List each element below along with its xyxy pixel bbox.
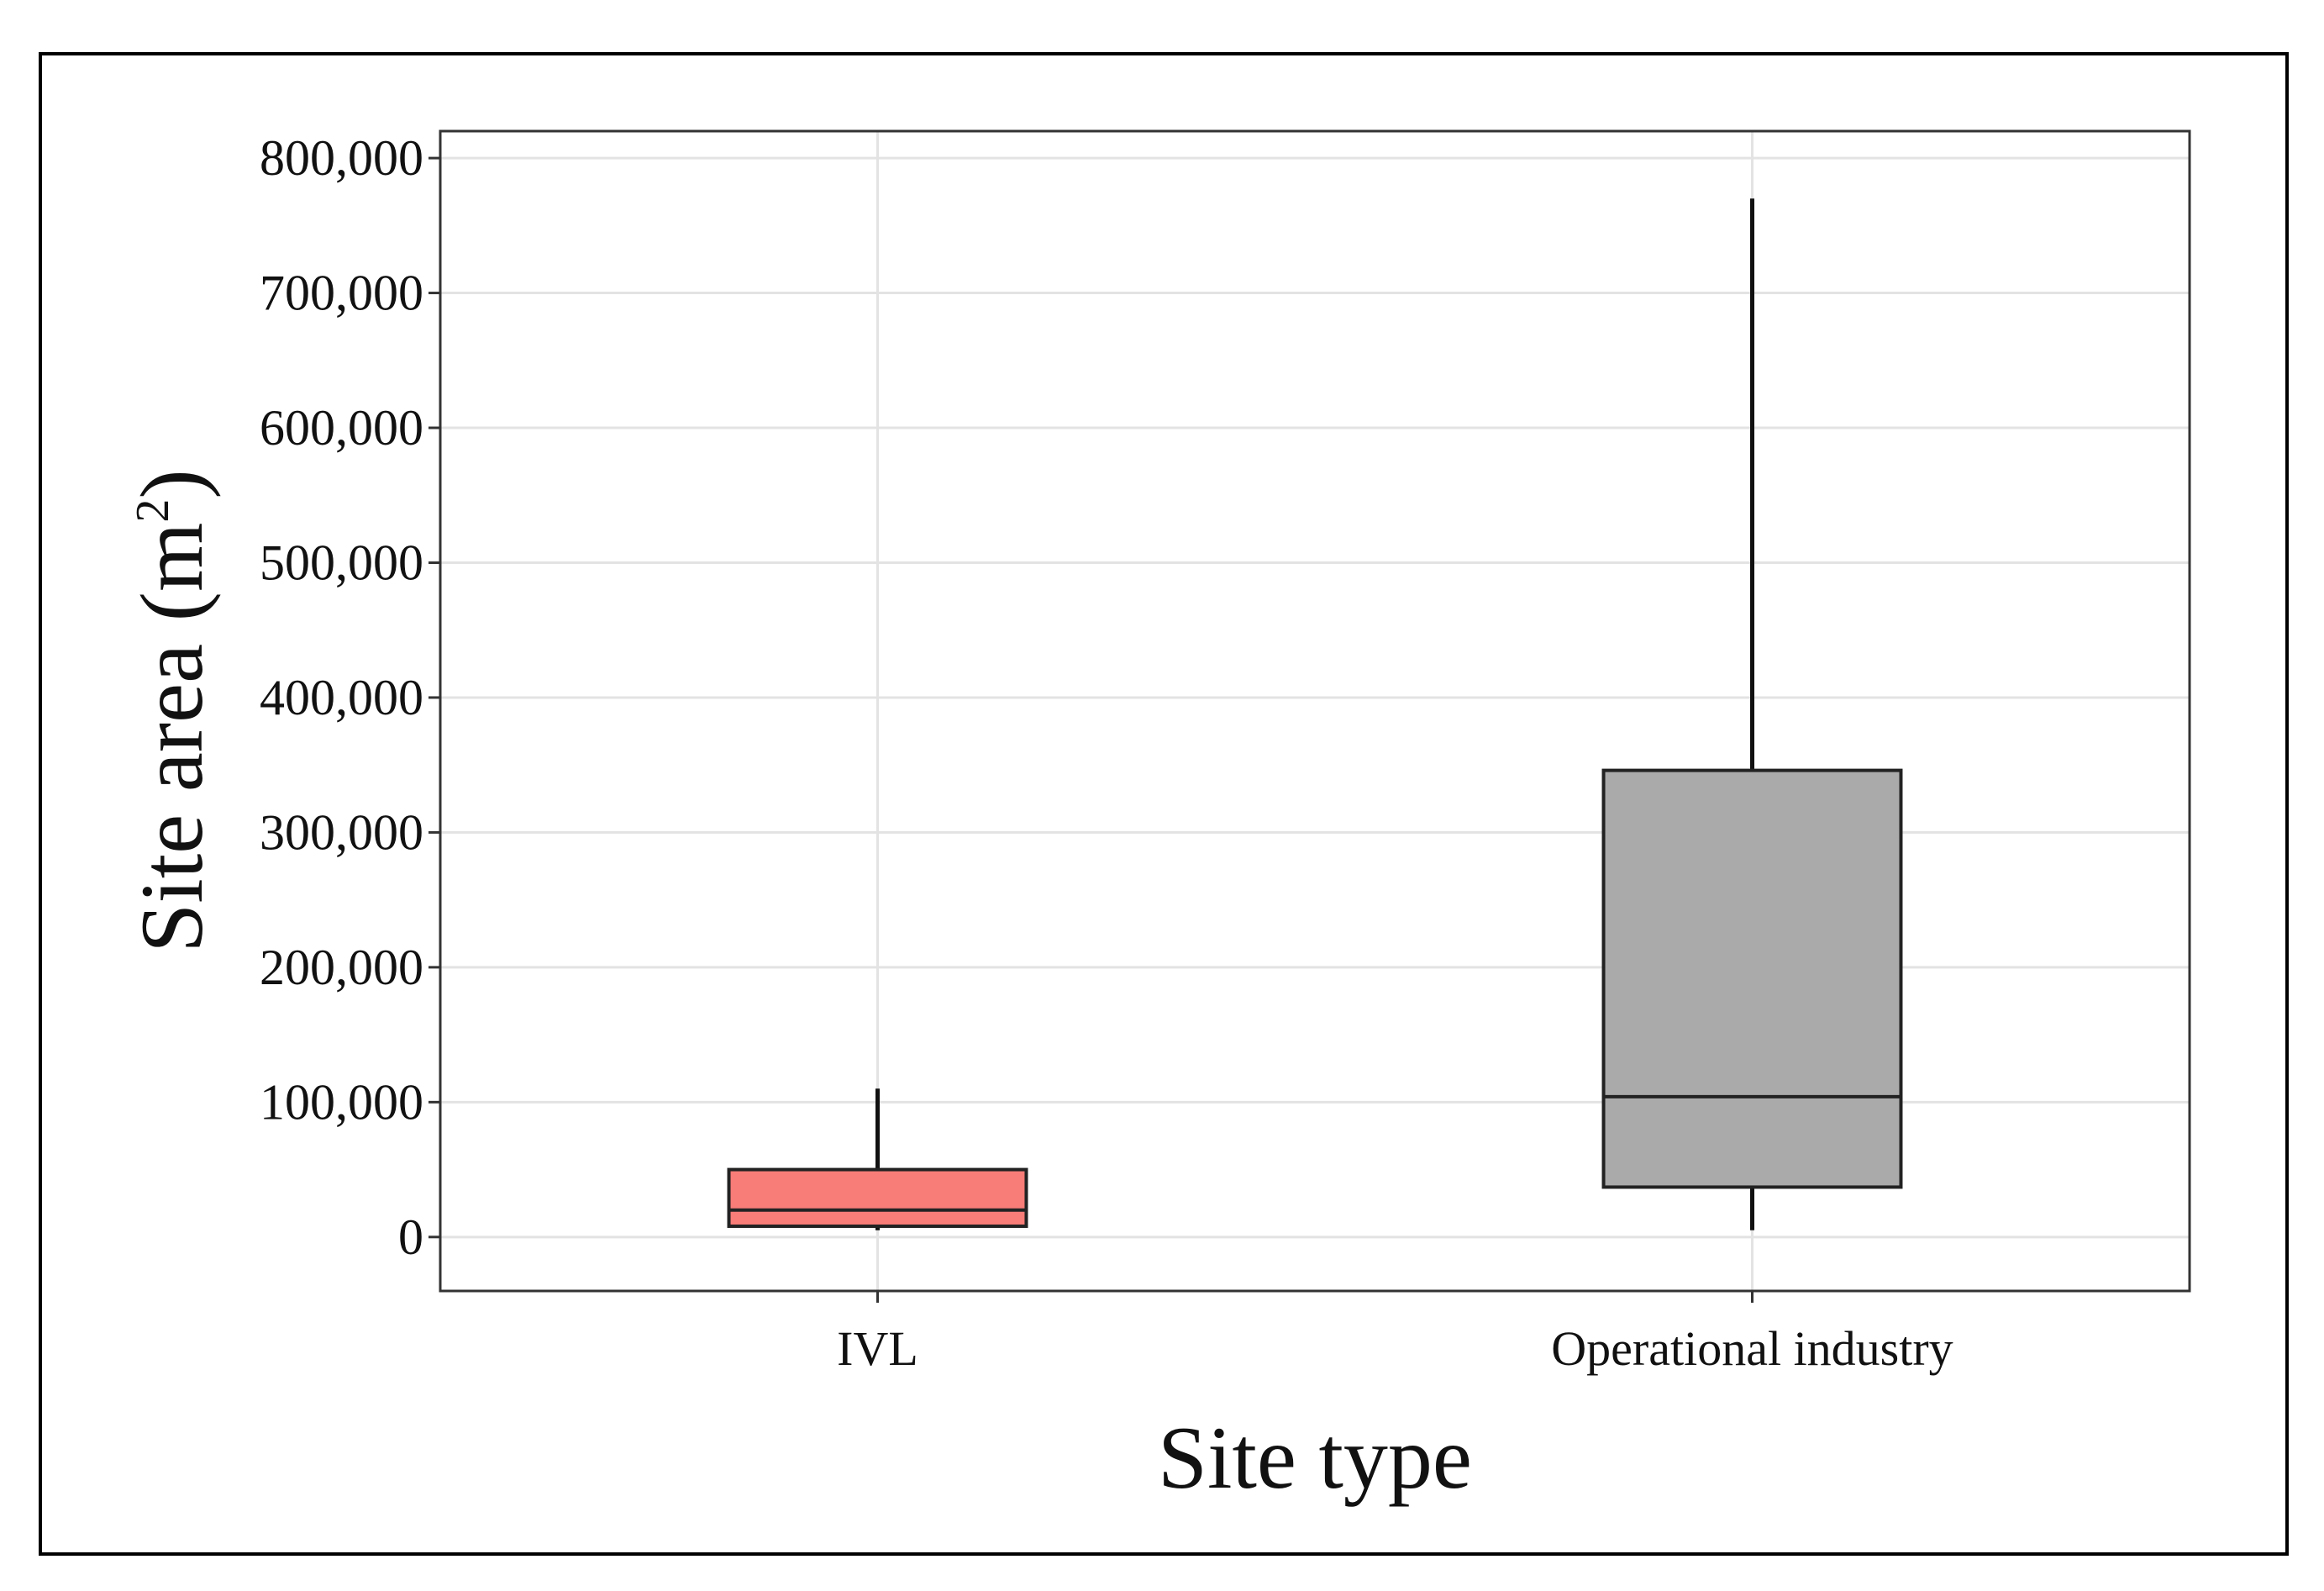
y-axis-title-base: Site area (m: [123, 523, 221, 953]
box-iqr: [727, 1167, 1028, 1228]
y-tick-label: 100,000: [260, 1074, 423, 1130]
y-axis-title-superscript: 2: [127, 499, 179, 523]
y-tick-label: 300,000: [260, 804, 423, 860]
y-axis-title-close: ): [123, 469, 221, 498]
y-tick-label: 400,000: [260, 670, 423, 725]
y-tick-label: 0: [398, 1209, 423, 1265]
y-tick-label: 500,000: [260, 535, 423, 590]
plot-panel-border: [439, 129, 2191, 1293]
x-category-label: Operational industry: [1551, 1321, 1953, 1376]
y-tick-label: 600,000: [260, 400, 423, 456]
grid-lines: [440, 131, 2190, 1291]
boxes: [727, 198, 1903, 1230]
box-group: [1601, 198, 1903, 1230]
y-axis-title: Site area (m2): [123, 469, 221, 952]
figure-frame: [39, 52, 2289, 1556]
x-axis-title: Site type: [1158, 1409, 1472, 1507]
box-group: [727, 1088, 1028, 1230]
y-tick-label: 700,000: [260, 266, 423, 321]
y-tick-label: 800,000: [260, 130, 423, 186]
y-tick-label: 200,000: [260, 940, 423, 995]
axis-ticks: 0 100,000 200,000 300,000 400,000 500,000 600,…: [260, 130, 1953, 1376]
x-category-label: IVL: [837, 1321, 918, 1376]
box-iqr: [1601, 768, 1903, 1189]
